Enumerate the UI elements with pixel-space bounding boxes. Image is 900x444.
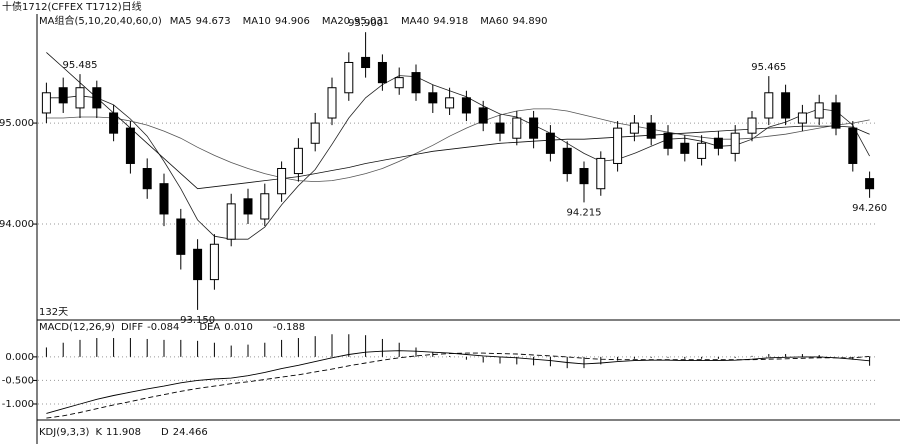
candle-body (495, 122, 505, 134)
y-tick-label: 0.000 (5, 352, 34, 363)
legend-name: K (95, 427, 102, 438)
candle-body (344, 61, 354, 94)
low-label: 93.150 (180, 315, 215, 326)
legend-value: 94.673 (196, 16, 231, 27)
candle-body (831, 102, 841, 129)
y-tick-label: 94.000 (0, 219, 34, 230)
candle-body (747, 117, 757, 134)
candle-body (327, 87, 337, 119)
candle-body (125, 127, 135, 164)
candle-body (260, 193, 270, 220)
legend-name: DIFF (121, 322, 143, 333)
legend-name: MA20 (322, 16, 350, 27)
candle-body (629, 122, 639, 134)
candle-body (865, 178, 875, 190)
candle-body (411, 72, 421, 94)
ma-line (46, 52, 870, 190)
legend-name: MA40 (401, 16, 429, 27)
candle-body (529, 117, 539, 139)
legend-value: 94.906 (275, 16, 310, 27)
ma-header: MA组合(5,10,20,40,60,0) (39, 14, 162, 27)
candle-body (797, 112, 807, 124)
legend-value: -0.188 (273, 322, 305, 333)
candle-body (159, 183, 169, 215)
dea-line (46, 352, 870, 419)
candle-body (445, 97, 455, 109)
candle-body (596, 157, 606, 190)
candle-body (545, 132, 555, 154)
candle-body (41, 92, 51, 114)
candle-body (781, 92, 791, 119)
legend-value: 95.031 (354, 16, 389, 27)
low-label: 94.215 (567, 207, 602, 218)
y-tick-label: -0.500 (2, 375, 34, 386)
candle-body (142, 168, 152, 190)
candle-body (562, 147, 572, 175)
candle-body (428, 92, 438, 104)
candle-body (848, 127, 858, 164)
chart-title: 十债1712(CFFEX T1712)日线 (2, 0, 142, 13)
legend-value: 0.010 (224, 322, 253, 333)
candle-body (193, 248, 203, 281)
candle-body (293, 147, 303, 175)
candle-body (310, 122, 320, 144)
candle-body (663, 132, 673, 149)
low-label: 94.260 (852, 203, 887, 214)
legend-value: 94.918 (433, 16, 468, 27)
candle-body (461, 97, 471, 114)
legend-name: MA10 (243, 16, 271, 27)
candle-body (92, 87, 102, 109)
candle-body (58, 87, 68, 104)
legend-name: D (161, 427, 169, 438)
legend-value: -0.084 (147, 322, 179, 333)
high-label: 95.900 (348, 18, 383, 29)
candle-body (109, 112, 119, 134)
high-label: 95.485 (63, 60, 98, 71)
y-tick-label: 95.000 (0, 118, 34, 129)
kdj-title: KDJ(9,3,3) (39, 427, 90, 438)
candle-body (730, 132, 740, 154)
candle-body (713, 137, 723, 149)
period-label: 132天 (39, 307, 68, 318)
legend-value: 11.908 (106, 427, 141, 438)
candle-body (478, 107, 488, 124)
candle-body (226, 203, 236, 240)
candle-body (814, 102, 824, 119)
legend-value: 94.890 (512, 16, 547, 27)
candle-body (697, 142, 707, 159)
candle-body (394, 77, 404, 89)
candle-body (680, 142, 690, 154)
candle-body (764, 92, 774, 119)
candle-body (613, 127, 623, 164)
high-label: 95.465 (751, 62, 786, 73)
candle-body (75, 87, 85, 109)
legend-name: MA5 (170, 16, 192, 27)
legend-value: 24.466 (173, 427, 208, 438)
candle-body (646, 122, 656, 139)
candle-body (512, 117, 522, 139)
legend-name: DEA (199, 322, 220, 333)
candle-body (377, 61, 387, 84)
macd-title: MACD(12,26,9) (39, 322, 115, 333)
candle-body (361, 56, 371, 69)
y-tick-label: -1.000 (2, 399, 34, 410)
candle-body (176, 218, 186, 255)
candle-body (243, 198, 253, 215)
legend-name: MA60 (480, 16, 508, 27)
candle-body (579, 168, 589, 185)
candle-body (277, 168, 287, 195)
candle-body (209, 243, 219, 281)
